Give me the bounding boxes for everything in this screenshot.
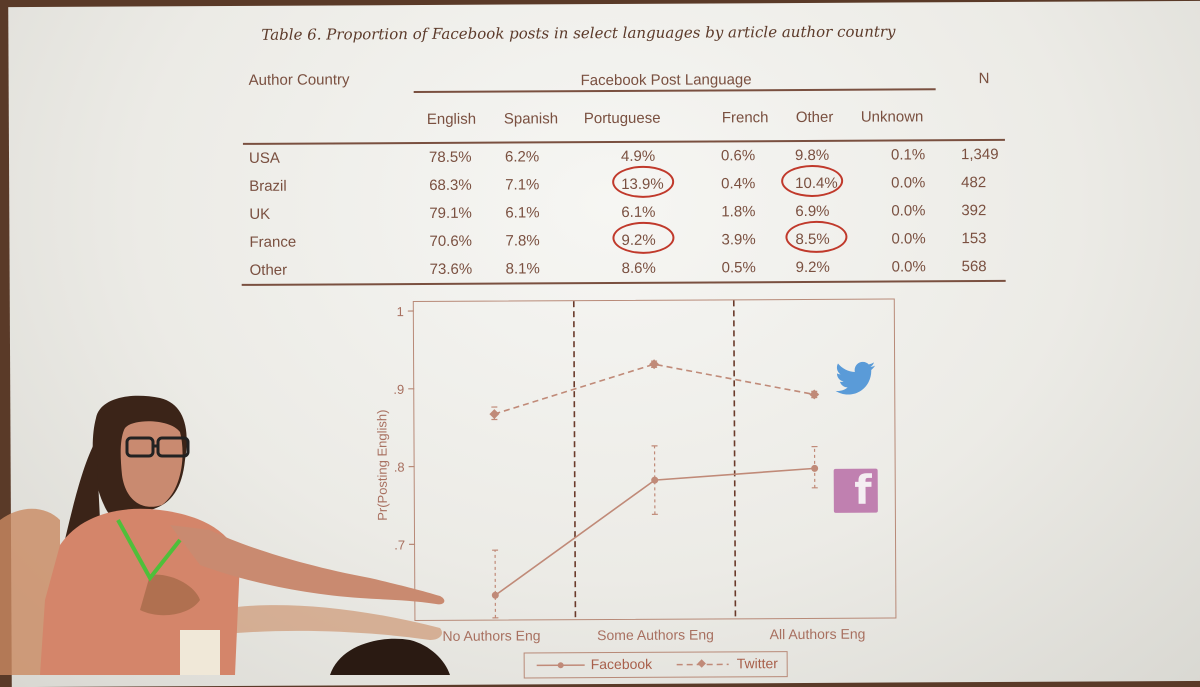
y-tick-label: 1: [397, 304, 404, 319]
x-category-label: No Authors Eng: [442, 627, 540, 644]
chart-legend: Facebook Twitter: [524, 651, 788, 678]
legend-facebook: Facebook: [591, 656, 653, 672]
x-category-label: Some Authors Eng: [597, 626, 714, 643]
x-category-label: All Authors Eng: [770, 626, 866, 643]
data-point-facebook: [492, 592, 499, 599]
group-divider: [734, 300, 736, 617]
y-tick-label: .9: [393, 382, 404, 397]
data-point-twitter: [649, 359, 659, 369]
data-point-facebook: [811, 465, 818, 472]
group-divider: [574, 301, 576, 618]
projection-screen: Table 6. Proportion of Facebook posts in…: [8, 1, 1200, 687]
y-tick-label: .8: [394, 460, 405, 475]
y-tick-label: .7: [394, 537, 405, 552]
data-point-twitter: [809, 390, 819, 400]
legend-twitter: Twitter: [737, 655, 778, 671]
twitter-bird-icon: [835, 361, 877, 397]
data-point-twitter: [489, 409, 499, 419]
data-point-facebook: [651, 477, 658, 484]
series-line-twitter: [494, 363, 814, 414]
pr-english-chart: 1 .9 .8 .7 Pr(Posting English) No Authors Eng…: [8, 1, 1200, 687]
y-axis-label: Pr(Posting English): [374, 410, 390, 521]
facebook-logo-icon: f: [834, 469, 878, 513]
